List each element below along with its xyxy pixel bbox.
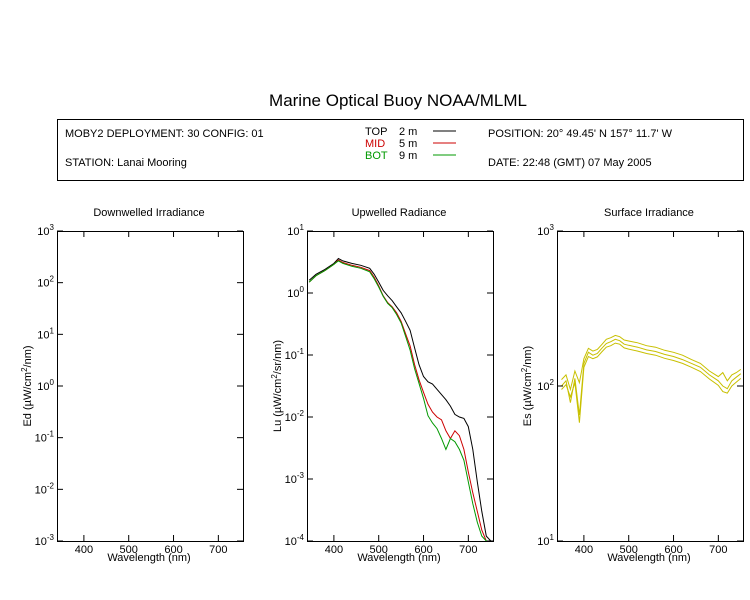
x-axis-label: Wavelength (nm) [357, 552, 440, 564]
series-line-mid [308, 259, 491, 541]
date-text: DATE: 22:48 (GMT) 07 May 2005 [488, 157, 652, 169]
y-tick-label: 103 [37, 223, 54, 238]
series-line-es-1 [561, 334, 742, 392]
plot-frame [557, 231, 744, 542]
series-line-es-2 [561, 338, 742, 416]
y-tick-label: 10-2 [35, 481, 55, 496]
y-axis-label: Lu (µW/cm2/sr/nm) [270, 340, 284, 432]
info-box: MOBY2 DEPLOYMENT: 30 CONFIG: 01 STATION:… [57, 119, 744, 181]
y-tick-label: 10-1 [285, 347, 305, 362]
panel-surface-irradiance: Surface Irradiance Wavelength (nm) Es (µ… [520, 207, 744, 564]
x-axis-label: Wavelength (nm) [107, 552, 190, 564]
x-tick-label: 600 [164, 544, 182, 556]
position-text: POSITION: 20° 49.45' N 157° 11.7' W [488, 128, 673, 140]
y-tick-label: 10-3 [35, 533, 55, 548]
plot-frame [57, 231, 244, 542]
y-tick-label: 102 [537, 378, 554, 393]
legend-depth: 5 m [399, 138, 417, 150]
y-tick-label: 100 [287, 285, 304, 300]
x-axis-label: Wavelength (nm) [607, 552, 690, 564]
y-tick-label: 10-3 [285, 471, 305, 486]
y-tick-label: 10-4 [285, 533, 305, 548]
y-tick-label: 10-1 [35, 430, 55, 445]
x-tick-label: 600 [414, 544, 432, 556]
y-tick-label: 103 [537, 223, 554, 238]
x-tick-label: 700 [209, 544, 227, 556]
y-axis-label-text: Lu (µW/cm2/sr/nm) [270, 340, 284, 432]
y-tick-label: 100 [37, 378, 54, 393]
x-tick-label: 400 [325, 544, 343, 556]
x-tick-label: 500 [370, 544, 388, 556]
y-axis-label: Ed (µW/cm2/nm) [20, 345, 34, 426]
x-tick-label: 700 [459, 544, 477, 556]
panel-title: Downwelled Irradiance [93, 207, 204, 219]
figure-title: Marine Optical Buoy NOAA/MLML [269, 91, 527, 110]
x-tick-label: 400 [575, 544, 593, 556]
x-tick-label: 700 [709, 544, 727, 556]
legend-series-name: BOT [365, 150, 388, 162]
legend-depth: 9 m [399, 150, 417, 162]
series-group [308, 257, 492, 541]
panel-upwelled-radiance: Upwelled Radiance Wavelength (nm) Lu (µW… [270, 207, 494, 564]
y-tick-label: 101 [537, 533, 554, 548]
y-tick-label: 101 [287, 223, 304, 238]
info-box-frame [57, 119, 744, 181]
y-axis-label-text: Ed (µW/cm2/nm) [20, 345, 34, 426]
legend-series-name: MID [365, 138, 385, 150]
y-tick-label: 10-2 [285, 409, 305, 424]
depth-legend: TOP 2 m MID 5 m BOT 9 m [365, 126, 456, 162]
y-tick-label: 101 [37, 326, 54, 341]
y-axis-label-text: Es (µW/cm2/nm) [520, 346, 534, 426]
panel-title: Surface Irradiance [604, 207, 694, 219]
series-line-es-3 [561, 342, 742, 423]
station-text: STATION: Lanai Mooring [65, 157, 187, 169]
panel-title: Upwelled Radiance [352, 207, 447, 219]
legend-depth: 2 m [399, 126, 417, 138]
x-tick-label: 500 [620, 544, 638, 556]
series-line-bot [308, 260, 491, 541]
y-axis-label: Es (µW/cm2/nm) [520, 346, 534, 426]
series-group [561, 334, 742, 423]
series-line-top [308, 257, 492, 541]
x-tick-label: 600 [664, 544, 682, 556]
x-tick-label: 500 [120, 544, 138, 556]
deployment-text: MOBY2 DEPLOYMENT: 30 CONFIG: 01 [65, 128, 264, 140]
legend-series-name: TOP [365, 126, 387, 138]
x-tick-label: 400 [75, 544, 93, 556]
panel-downwelled-irradiance: Downwelled Irradiance Wavelength (nm) Ed… [20, 207, 244, 564]
y-tick-label: 102 [37, 275, 54, 290]
plot-frame [307, 231, 494, 542]
